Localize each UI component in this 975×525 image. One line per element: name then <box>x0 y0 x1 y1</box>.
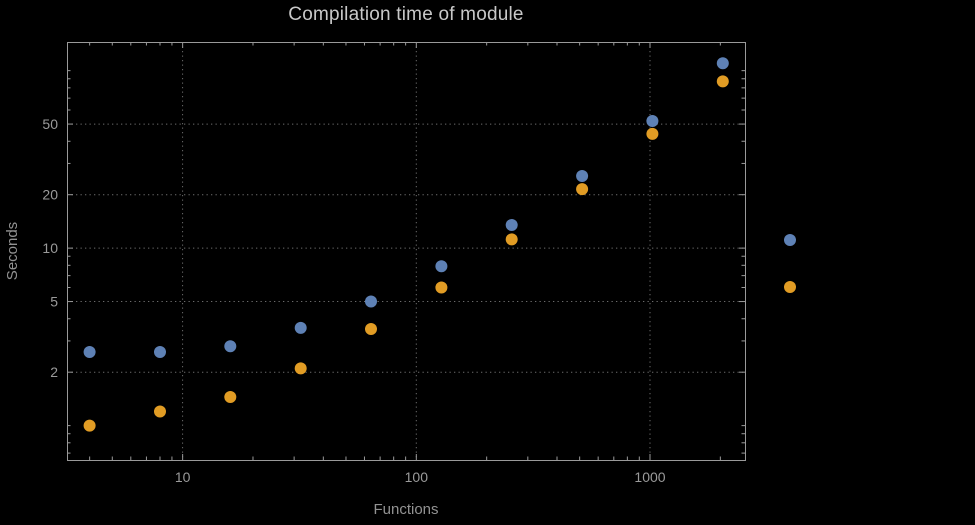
data-point-series-orange <box>716 75 729 88</box>
chart-title: Compilation time of module <box>288 4 524 25</box>
legend-marker-series-orange <box>784 281 796 293</box>
y-tick-label: 2 <box>50 364 58 380</box>
y-tick-label: 5 <box>50 294 58 310</box>
data-point-series-orange <box>435 281 448 294</box>
y-tick-label: 50 <box>42 116 58 132</box>
data-point-series-blue <box>576 170 589 182</box>
data-point-series-orange <box>154 405 166 418</box>
data-point-series-blue <box>224 340 237 353</box>
legend-marker-series-blue <box>784 234 796 246</box>
data-point-series-orange <box>505 233 518 246</box>
data-point-series-orange <box>224 391 237 403</box>
y-axis-label: Seconds <box>4 221 21 281</box>
data-point-series-blue <box>365 295 377 308</box>
data-point-series-blue <box>83 346 96 358</box>
data-point-series-orange <box>365 323 377 335</box>
data-point-series-orange <box>646 127 659 140</box>
data-point-series-blue <box>435 260 448 273</box>
data-point-series-blue <box>646 115 659 127</box>
data-point-series-blue <box>716 57 729 70</box>
data-point-series-blue <box>294 321 307 334</box>
y-tick-label: 20 <box>42 187 58 203</box>
x-axis-label: Functions <box>373 501 439 518</box>
data-point-series-blue <box>505 219 518 231</box>
data-point-series-orange <box>576 183 589 196</box>
data-point-series-orange <box>294 362 307 375</box>
y-tick-label: 10 <box>42 240 58 256</box>
x-tick-label: 1000 <box>634 469 665 485</box>
plot-frame <box>67 42 746 461</box>
data-point-series-blue <box>154 346 166 358</box>
x-tick-label: 100 <box>405 469 429 485</box>
x-tick-label: 10 <box>175 469 191 485</box>
data-point-series-orange <box>83 419 96 432</box>
